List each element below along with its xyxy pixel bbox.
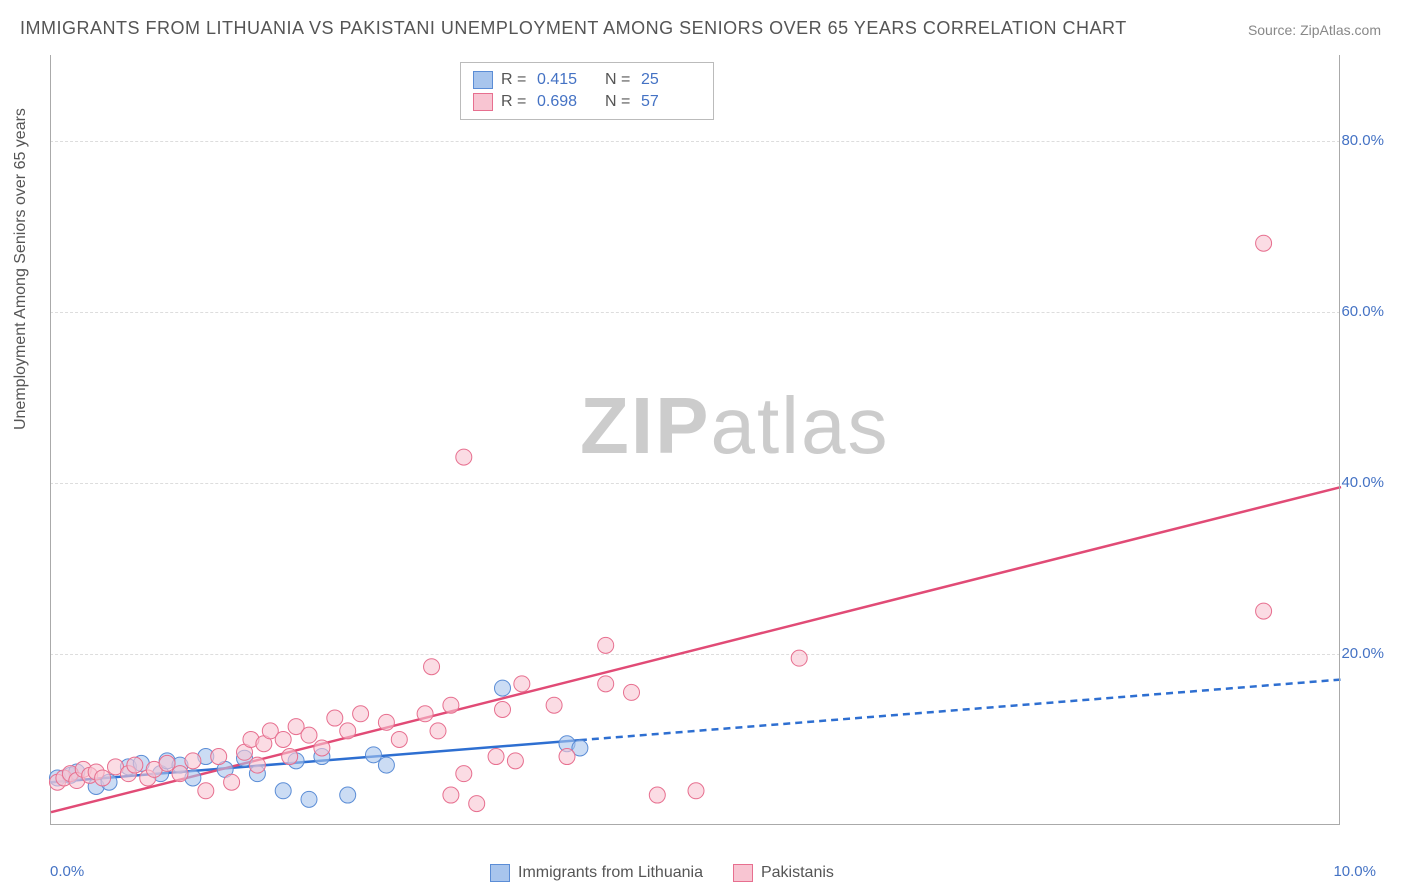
data-point bbox=[172, 766, 188, 782]
data-point bbox=[443, 697, 459, 713]
data-point bbox=[340, 787, 356, 803]
data-point bbox=[95, 770, 111, 786]
data-point bbox=[391, 731, 407, 747]
legend-stats-row: R = 0.415 N = 25 bbox=[473, 69, 701, 91]
legend-swatch bbox=[473, 71, 493, 89]
legend-series-item: Immigrants from Lithuania bbox=[490, 864, 703, 882]
data-point bbox=[327, 710, 343, 726]
y-tick: 80.0% bbox=[1341, 132, 1384, 149]
chart-title: IMMIGRANTS FROM LITHUANIA VS PAKISTANI U… bbox=[20, 18, 1127, 39]
y-tick: 60.0% bbox=[1341, 303, 1384, 320]
data-point bbox=[495, 680, 511, 696]
legend-r-label: R = bbox=[501, 93, 529, 111]
source-value: ZipAtlas.com bbox=[1300, 22, 1381, 38]
data-point bbox=[340, 723, 356, 739]
legend-n-value: 25 bbox=[641, 71, 701, 89]
data-point bbox=[488, 749, 504, 765]
legend-series-label: Immigrants from Lithuania bbox=[518, 864, 703, 882]
legend-n-label: N = bbox=[605, 71, 633, 89]
legend-swatch bbox=[473, 93, 493, 111]
data-point bbox=[791, 650, 807, 666]
data-point bbox=[301, 791, 317, 807]
data-point bbox=[598, 637, 614, 653]
data-point bbox=[559, 749, 575, 765]
data-point bbox=[456, 766, 472, 782]
legend-swatch bbox=[490, 864, 510, 882]
legend-series-item: Pakistanis bbox=[733, 864, 834, 882]
chart-svg bbox=[51, 55, 1340, 824]
data-point bbox=[649, 787, 665, 803]
legend-r-value: 0.698 bbox=[537, 93, 597, 111]
legend-swatch bbox=[733, 864, 753, 882]
source-attribution: Source: ZipAtlas.com bbox=[1248, 22, 1381, 38]
data-point bbox=[211, 749, 227, 765]
data-point bbox=[624, 684, 640, 700]
data-point bbox=[417, 706, 433, 722]
data-point bbox=[366, 747, 382, 763]
data-point bbox=[185, 753, 201, 769]
data-point bbox=[198, 783, 214, 799]
data-point bbox=[282, 749, 298, 765]
data-point bbox=[378, 757, 394, 773]
legend-r-value: 0.415 bbox=[537, 71, 597, 89]
data-point bbox=[353, 706, 369, 722]
x-tick-1: 10.0% bbox=[1333, 863, 1376, 880]
data-point bbox=[275, 783, 291, 799]
data-point bbox=[443, 787, 459, 803]
data-point bbox=[507, 753, 523, 769]
data-point bbox=[159, 755, 175, 771]
data-point bbox=[430, 723, 446, 739]
legend-series: Immigrants from Lithuania Pakistanis bbox=[490, 864, 834, 882]
regression-line-dashed bbox=[580, 680, 1341, 741]
y-tick: 40.0% bbox=[1341, 474, 1384, 491]
legend-r-label: R = bbox=[501, 71, 529, 89]
data-point bbox=[688, 783, 704, 799]
legend-n-label: N = bbox=[605, 93, 633, 111]
data-point bbox=[424, 659, 440, 675]
source-label: Source: bbox=[1248, 22, 1296, 38]
data-point bbox=[249, 757, 265, 773]
data-point bbox=[456, 449, 472, 465]
y-axis-right-line bbox=[1339, 55, 1340, 825]
y-tick: 20.0% bbox=[1341, 645, 1384, 662]
legend-n-value: 57 bbox=[641, 93, 701, 111]
y-axis-label: Unemployment Among Seniors over 65 years bbox=[12, 108, 30, 430]
data-point bbox=[1256, 603, 1272, 619]
data-point bbox=[469, 796, 485, 812]
data-point bbox=[378, 714, 394, 730]
data-point bbox=[275, 731, 291, 747]
x-tick-0: 0.0% bbox=[50, 863, 84, 880]
data-point bbox=[314, 740, 330, 756]
data-point bbox=[495, 702, 511, 718]
legend-stats-row: R = 0.698 N = 57 bbox=[473, 91, 701, 113]
data-point bbox=[127, 757, 143, 773]
data-point bbox=[224, 774, 240, 790]
data-point bbox=[546, 697, 562, 713]
data-point bbox=[514, 676, 530, 692]
data-point bbox=[1256, 235, 1272, 251]
data-point bbox=[598, 676, 614, 692]
chart-plot-area bbox=[50, 55, 1340, 825]
legend-series-label: Pakistanis bbox=[761, 864, 834, 882]
legend-stats: R = 0.415 N = 25 R = 0.698 N = 57 bbox=[460, 62, 714, 120]
data-point bbox=[301, 727, 317, 743]
